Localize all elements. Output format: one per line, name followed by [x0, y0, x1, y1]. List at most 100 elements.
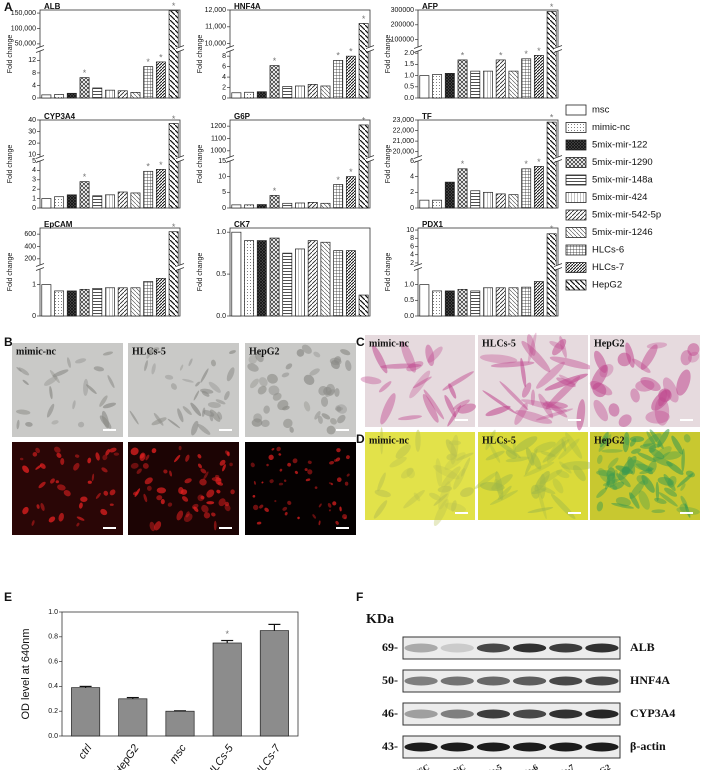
- cell: [680, 483, 686, 491]
- marker-label: 69-: [382, 640, 398, 654]
- significance-star: *: [172, 114, 176, 124]
- cell: [210, 359, 216, 367]
- bar: [231, 231, 242, 317]
- cell: [78, 502, 83, 509]
- blot-band: [440, 742, 474, 752]
- legend-swatch: [565, 279, 587, 291]
- cell: [597, 454, 603, 464]
- cell: [629, 492, 640, 509]
- cell: [544, 373, 589, 391]
- blot-strip: [402, 735, 621, 759]
- cell: [612, 481, 625, 490]
- cell: [225, 450, 230, 456]
- bar: [256, 91, 267, 99]
- significance-star: *: [225, 629, 229, 639]
- cell: [406, 468, 415, 479]
- legend-swatch: [565, 122, 587, 133]
- cell: [559, 335, 567, 359]
- cell: [608, 403, 620, 417]
- cell: [224, 501, 230, 507]
- cell: [40, 502, 45, 511]
- bar: [533, 55, 544, 99]
- cell: [521, 399, 567, 412]
- cell: [307, 460, 312, 465]
- axis-break: [176, 156, 184, 161]
- significance-star: *: [461, 159, 465, 169]
- cell: [226, 367, 235, 382]
- cell: [549, 340, 565, 350]
- bar: [256, 240, 267, 317]
- cell: [640, 344, 658, 370]
- significance-star: *: [499, 50, 503, 60]
- bar: [333, 60, 344, 99]
- cell: [185, 511, 190, 518]
- cell: [450, 434, 459, 465]
- cell: [676, 369, 691, 396]
- bar: [143, 66, 154, 99]
- cell: [433, 499, 449, 526]
- y-tick-label: 0.5: [404, 84, 414, 91]
- cell: [39, 463, 46, 469]
- break-mark: [225, 49, 235, 53]
- significance-star: *: [159, 52, 163, 62]
- y-tick-label: 0.0: [216, 313, 226, 320]
- break-mark: [365, 45, 375, 49]
- cell: [542, 439, 570, 463]
- bar: [79, 288, 90, 317]
- cell: [200, 368, 209, 383]
- lane-label: HLCs-6: [510, 762, 540, 770]
- cell: [596, 501, 604, 512]
- cell: [44, 376, 58, 386]
- cell: [321, 413, 331, 420]
- axis-break: [414, 264, 422, 269]
- legend-swatch: [565, 227, 587, 238]
- image-label: HepG2: [594, 338, 625, 349]
- cell: [109, 503, 114, 506]
- panel-label: E: [4, 590, 12, 604]
- cell: [345, 360, 352, 372]
- bar: [470, 70, 481, 99]
- bar: [444, 73, 455, 99]
- bar: [307, 240, 318, 317]
- chart-title: AFP: [422, 2, 439, 11]
- cell: [320, 396, 329, 407]
- cell: [422, 393, 439, 423]
- bar: [256, 204, 267, 209]
- cell: [680, 495, 688, 508]
- axis-break: [36, 46, 44, 51]
- cell: [83, 378, 89, 396]
- significance-star: *: [524, 159, 528, 169]
- cell: [183, 513, 193, 523]
- micrograph: [12, 442, 123, 535]
- y-tick-label: 11,000: [205, 24, 226, 31]
- cell: [284, 511, 288, 516]
- cell: [318, 520, 321, 526]
- cell: [406, 361, 424, 372]
- cell: [76, 522, 80, 527]
- cell: [25, 421, 33, 427]
- cell: [346, 455, 350, 460]
- cell: [329, 460, 335, 465]
- cell: [683, 434, 691, 443]
- cell: [336, 477, 342, 483]
- cell: [56, 452, 62, 458]
- bar: [295, 85, 305, 99]
- break-mark: [553, 267, 563, 271]
- cell: [598, 434, 612, 452]
- y-tick-label: 0.2: [48, 708, 58, 715]
- y-axis-label: Fold change: [385, 253, 392, 292]
- bar: [358, 294, 369, 317]
- y-axis-label: Fold change: [7, 145, 14, 184]
- legend-label: HepG2: [592, 280, 622, 291]
- break-mark: [413, 155, 423, 159]
- cell: [336, 448, 341, 453]
- cell: [559, 461, 572, 474]
- cell: [87, 457, 92, 464]
- axis-break: [414, 156, 422, 161]
- y-axis-label: Fold change: [7, 253, 14, 292]
- cell: [415, 429, 421, 452]
- cell: [182, 406, 192, 416]
- chart-title: CYP3A4: [44, 112, 76, 121]
- y-tick-label: 1000: [210, 148, 226, 155]
